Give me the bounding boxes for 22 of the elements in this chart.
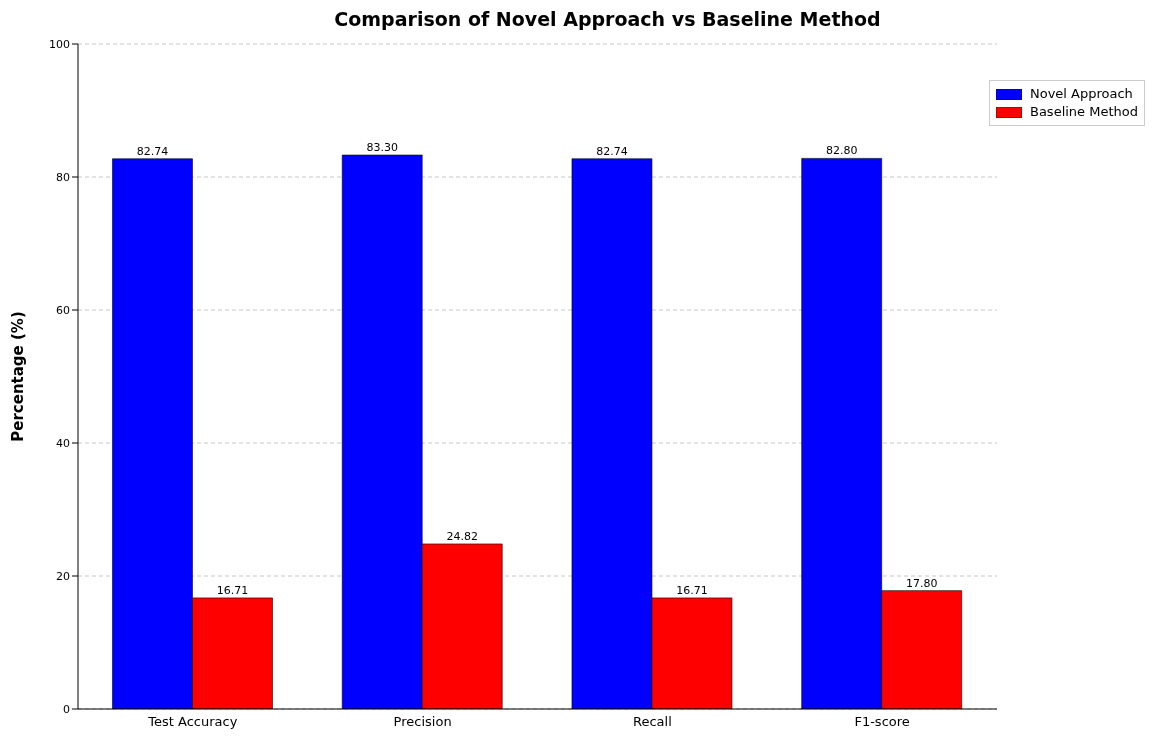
data-label: 82.80 xyxy=(825,144,858,158)
data-label: 17.80 xyxy=(905,576,938,590)
x-tick-label: Test Accuracy xyxy=(147,714,238,730)
data-label: 16.71 xyxy=(216,583,249,597)
chart-title: Comparison of Novel Approach vs Baseline Method xyxy=(333,8,882,32)
y-tick-label: 0 xyxy=(63,702,70,716)
data-label: 83.30 xyxy=(366,141,398,155)
legend-label: Baseline Method xyxy=(1029,103,1138,121)
y-tick-label: 60 xyxy=(56,303,70,317)
x-tick-label: Precision xyxy=(393,714,452,730)
y-tick-label: 100 xyxy=(49,37,70,51)
x-tick-label: Recall xyxy=(632,714,672,730)
legend-label: Novel Approach xyxy=(1029,85,1133,103)
y-tick-label: 20 xyxy=(56,569,70,583)
data-label: 24.82 xyxy=(446,529,478,543)
data-label: 16.71 xyxy=(676,583,708,597)
y-axis-title: Percentage (%) xyxy=(9,311,28,442)
y-tick-label: 40 xyxy=(56,436,70,450)
x-tick-label: F1-score xyxy=(854,714,910,730)
data-label: 82.74 xyxy=(596,144,628,158)
y-tick-label: 80 xyxy=(56,170,70,184)
data-label: 82.74 xyxy=(136,144,169,158)
